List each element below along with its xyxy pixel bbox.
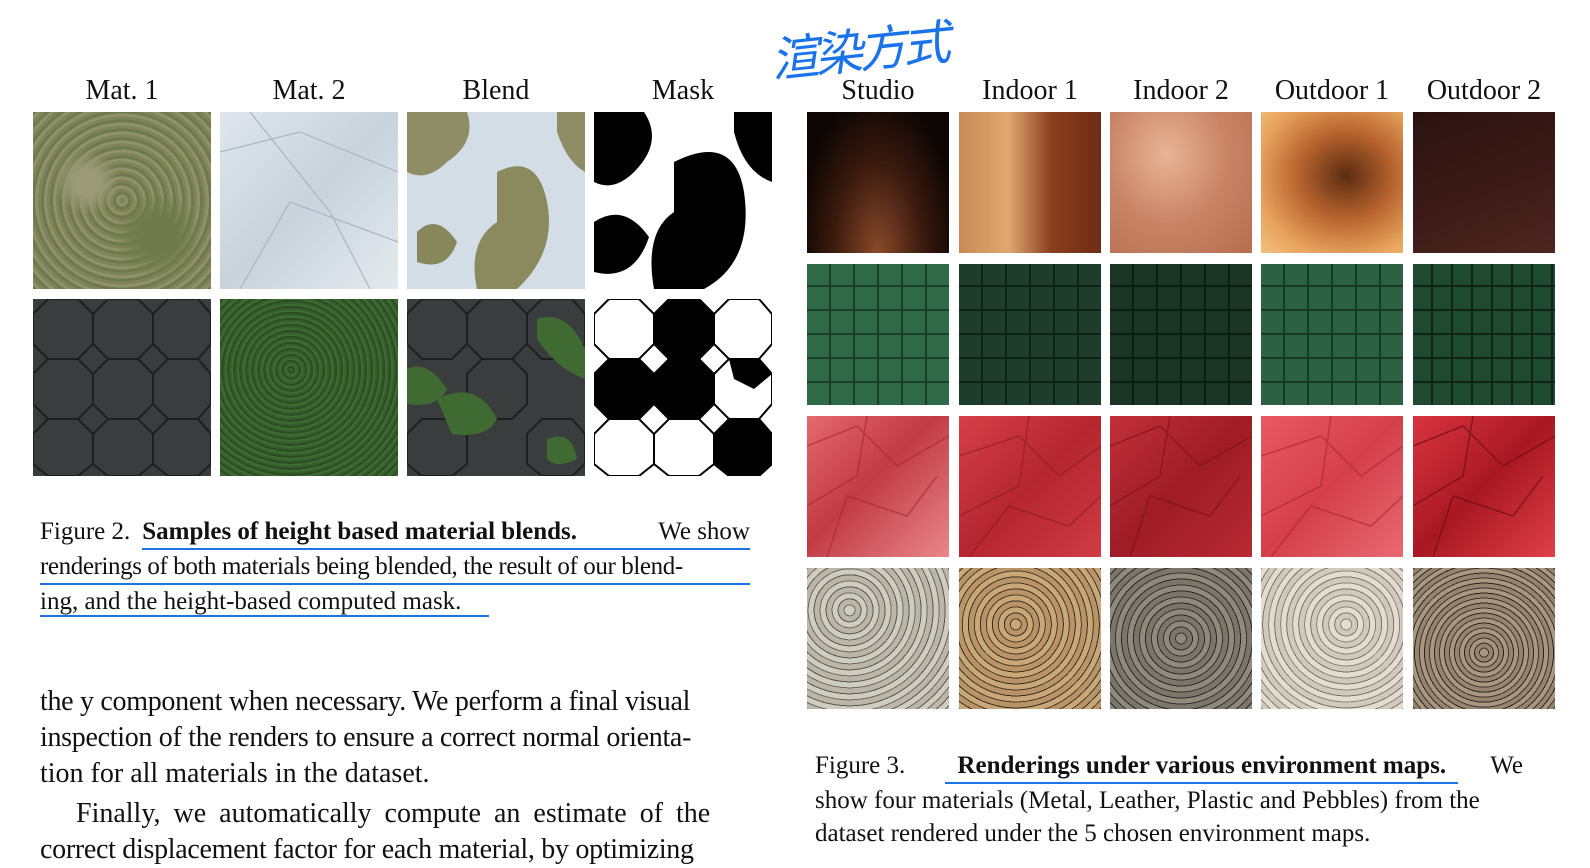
fig3-header-indoor2: Indoor 2 [1133,75,1229,106]
figure-3-caption: Figure 3. Renderings under various envir… [815,749,1523,850]
fig2-header-blend: Blend [462,75,530,106]
fig2-header-mat1: Mat. 1 [85,75,159,106]
grass-material-image [33,112,211,289]
fig3-caption-line3: dataset rendered under the 5 chosen envi… [815,820,1371,847]
leather-outdoor1-image [1261,264,1403,405]
fig3-caption-label: Figure 3. [815,752,906,779]
body-text: the y component when necessary. We perfo… [40,684,748,868]
plastic-outdoor2-image [1413,416,1555,557]
fig3-header-outdoor1: Outdoor 1 [1274,75,1390,106]
body-paragraph-2-line-2: correct displacement factor for each mat… [40,834,694,865]
blend-mask-image [594,112,772,289]
pebbles-indoor2-image [1110,568,1252,709]
fig3-caption-line1-tail: We [1490,752,1523,779]
leather-indoor1-image [959,264,1101,405]
fig3-header-studio: Studio [841,75,915,106]
body-paragraph-2-line-1: Finally, we automatically compute an est… [76,798,711,829]
leather-studio-image [807,264,949,405]
fig3-caption-title: Renderings under various environment map… [945,749,1459,784]
fig3-caption-line2: show four materials (Metal, Leather, Pla… [815,787,1480,814]
metal-studio-image [807,112,949,253]
pebbles-outdoor1-image [1261,568,1403,709]
figure-3: Studio Indoor 1 Indoor 2 Outdoor 1 Outdo… [800,0,1590,847]
metal-outdoor2-image [1413,112,1555,253]
fig2-caption-line3: ing, and the height-based computed mask. [40,588,490,617]
fig2-caption-title: Samples of height based material blends. [142,518,578,545]
fig2-header-mask: Mask [651,75,715,106]
plastic-outdoor1-image [1261,416,1403,557]
plastic-indoor1-image [959,416,1101,557]
stone-tiles-material-image [33,299,211,476]
pebbles-studio-image [807,568,949,709]
body-paragraph-1-line-1: the y component when necessary. We perfo… [40,686,691,717]
fig2-caption-line1-tail: We show [658,518,750,545]
fig2-caption-line2: renderings of both materials being blend… [40,550,750,585]
pebbles-outdoor2-image [1413,568,1555,709]
octagon-mask-image [594,299,772,476]
stone-moss-blend-image [407,299,585,476]
body-paragraph-1-line-2: inspection of the renders to ensure a co… [40,722,692,753]
leather-indoor2-image [1110,264,1252,405]
leather-outdoor2-image [1413,264,1555,405]
grass-snow-blend-image [407,112,585,289]
metal-outdoor1-image [1261,112,1403,253]
fig3-header-outdoor2: Outdoor 2 [1426,75,1542,106]
body-paragraph-1-line-3: tion for all materials in the dataset. [40,758,430,789]
plastic-indoor2-image [1110,416,1252,557]
snow-material-image [220,112,398,289]
metal-indoor1-image [959,112,1101,253]
figure-2-caption: Figure 2. Samples of height based materi… [40,515,750,618]
fig2-caption-label: Figure 2. [40,518,131,545]
figure-2: Mat. 1 Mat. 2 Blend Mask [0,0,790,617]
metal-indoor2-image [1110,112,1252,253]
pebbles-indoor1-image [959,568,1101,709]
moss-material-image [220,299,398,476]
plastic-studio-image [807,416,949,557]
fig3-header-indoor1: Indoor 1 [982,75,1078,106]
fig2-header-mat2: Mat. 2 [272,75,346,106]
